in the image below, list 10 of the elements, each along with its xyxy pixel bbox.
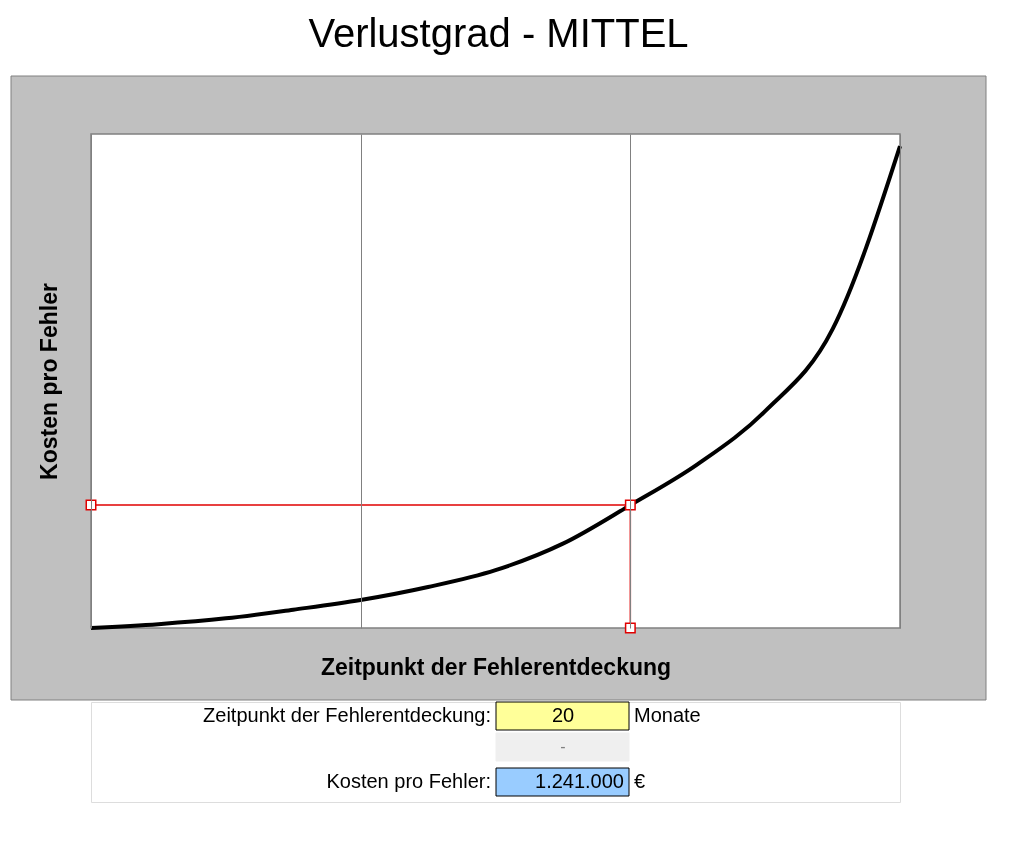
text: Zeitpunkt der Fehlerentdeckung: [203, 704, 491, 726]
text: 1.241.000 [535, 770, 624, 792]
chart-title: Verlustgrad - MITTEL [308, 11, 689, 55]
text: Monate [634, 704, 701, 726]
y-axis-title: Kosten pro Fehler [35, 283, 62, 480]
x-axis-title: Zeitpunkt der Fehlerentdeckung [320, 653, 672, 680]
text: € [634, 770, 646, 792]
text: - [560, 738, 566, 755]
text: 20 [551, 704, 575, 726]
text: Kosten pro Fehler: [326, 770, 491, 792]
